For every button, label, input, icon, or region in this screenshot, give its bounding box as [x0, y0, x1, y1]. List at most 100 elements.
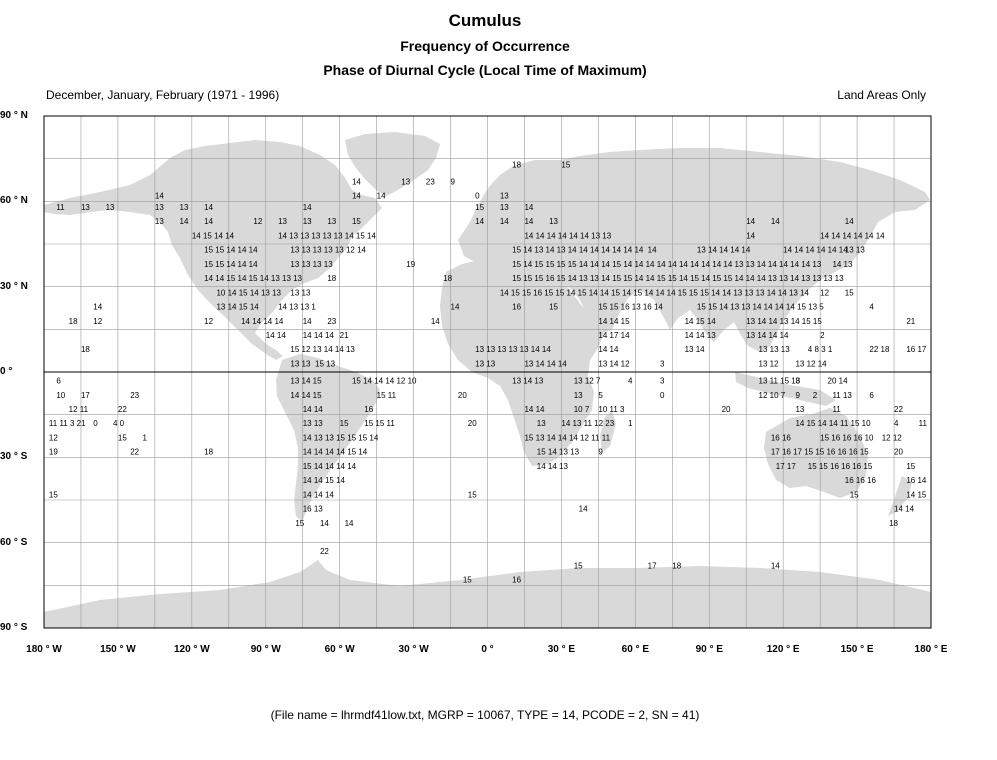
phase-value-label: 18: [69, 317, 78, 326]
phase-value-label: 14 15 14 14 11 15 10: [795, 419, 871, 428]
latitude-tick-label: 30 ° N: [0, 280, 28, 292]
phase-value-label: 14 15 15 16 15 15 14 15 14 14 15 14 15 1…: [500, 288, 810, 297]
phase-value-label: 18: [204, 448, 213, 457]
phase-value-label: 20: [722, 405, 731, 414]
phase-value-label: 15: [468, 490, 477, 499]
longitude-tick-label: 0 °: [481, 644, 494, 655]
phase-value-label: 4: [894, 419, 899, 428]
phase-value-label: 14 14 14 14 14 14: [783, 246, 848, 255]
longitude-tick-label: 30 ° W: [398, 644, 429, 655]
phase-value-label: 22: [894, 405, 903, 414]
phase-value-label: 3: [660, 377, 665, 386]
phase-value-label: 0: [660, 391, 665, 400]
phase-value-label: 12: [204, 317, 213, 326]
phase-value-label: 13 13: [290, 288, 311, 297]
phase-value-label: 9: [795, 391, 800, 400]
phase-value-label: 23: [130, 391, 139, 400]
phase-value-label: 12: [253, 217, 262, 226]
phase-value-label: 14: [524, 217, 533, 226]
phase-value-label: 12: [820, 288, 829, 297]
phase-value-label: 12: [49, 433, 58, 442]
phase-value-label: 23: [426, 177, 435, 186]
phase-value-label: 14: [451, 303, 460, 312]
phase-value-label: 13 14 14 13 14 15 15: [746, 317, 822, 326]
phase-value-label: 14: [475, 217, 484, 226]
phase-value-label: 0: [475, 192, 480, 201]
phase-value-label: 14: [746, 217, 755, 226]
phase-value-label: 13 13 13 13 13 12 14: [290, 246, 366, 255]
map-frame: [43, 115, 932, 629]
phase-value-label: 14: [431, 317, 440, 326]
phase-value-label: 15 15 16 13 16 14: [598, 303, 663, 312]
phase-value-label: 14: [303, 317, 312, 326]
phase-value-label: 18: [81, 345, 90, 354]
phase-value-label: 14: [180, 217, 189, 226]
latitude-tick-label: 30 ° S: [0, 451, 28, 463]
phase-value-label: 13: [278, 217, 287, 226]
phase-value-label: 13 13: [475, 359, 496, 368]
phase-value-label: 16 16 16: [845, 476, 877, 485]
phase-value-label: 14 14 15: [598, 317, 630, 326]
latitude-tick-label: 60 ° N: [0, 195, 28, 207]
phase-value-label: 10 11 3: [598, 405, 625, 414]
phase-value-label: 16: [512, 303, 521, 312]
phase-value-label: 13: [180, 203, 189, 212]
map-title: Cumulus: [448, 11, 522, 30]
longitude-tick-label: 120 ° E: [766, 644, 800, 655]
phase-value-label: 13 14 14 14 14: [697, 246, 751, 255]
latitude-tick-label: 90 ° N: [0, 110, 28, 121]
phase-value-label: 5: [598, 391, 603, 400]
phase-value-label: 14 14: [524, 405, 545, 414]
phase-value-label: 6: [869, 391, 874, 400]
map-subtitle-frequency: Frequency of Occurrence: [400, 38, 570, 54]
phase-value-label: 14 14 13: [537, 462, 569, 471]
region-label: Land Areas Only: [837, 88, 926, 102]
phase-value-label: 15: [352, 217, 361, 226]
phase-value-label: 4 0: [113, 419, 125, 428]
phase-value-label: 15 14 13 14 13 14 14 14 14 14 14 14: [512, 246, 644, 255]
latitude-tick-label: 60 ° S: [0, 536, 28, 548]
phase-value-label: 18: [327, 274, 336, 283]
phase-value-label: 14 14 14 14 15 14: [303, 448, 368, 457]
phase-value-label: 10 14 15 14 13 13: [216, 288, 281, 297]
phase-value-label: 15 14 15 15 15 15 14 14 14 15 14 14 14 1…: [512, 260, 822, 269]
phase-value-label: 13 13 13 13: [290, 260, 333, 269]
phase-value-label: 13: [155, 217, 164, 226]
phase-value-label: 21: [340, 331, 349, 340]
phase-value-label: 14: [648, 246, 657, 255]
phase-value-label: 14 13 13 15 15 15 14: [303, 433, 379, 442]
phase-value-label: 18: [672, 561, 681, 570]
phase-value-label: 13: [795, 405, 804, 414]
phase-value-label: 20: [894, 448, 903, 457]
longitude-tick-label: 90 ° W: [250, 644, 281, 655]
phase-value-label: 13: [155, 203, 164, 212]
phase-value-label: 12 10 7: [759, 391, 786, 400]
australia-land: [764, 408, 868, 498]
phase-value-label: 14 14 15 14: [303, 476, 346, 485]
lat-lon-gridlines: [44, 116, 931, 628]
phase-value-label: 14 14 15 14 15 14 13 13 13: [204, 274, 302, 283]
phase-value-label: 14 14 14 14: [241, 317, 284, 326]
phase-value-label: 15: [118, 433, 127, 442]
phase-value-label: 14: [524, 203, 533, 212]
phase-value-label: 17: [81, 391, 90, 400]
phase-value-label: 15: [340, 419, 349, 428]
phase-value-label: 1: [143, 433, 148, 442]
phase-value-label: 18: [512, 160, 521, 169]
season-period-label: December, January, February (1971 - 1996…: [46, 88, 280, 102]
phase-value-label: 13 13 13: [759, 345, 791, 354]
phase-value-label: 13 13 13 13 13 14 14: [475, 345, 551, 354]
phase-value-label: 15: [845, 288, 854, 297]
phase-value-label: 16 17: [906, 345, 927, 354]
phase-value-label: 4: [628, 377, 633, 386]
phase-value-label: 14 13 11 12 23: [561, 419, 614, 428]
phase-value-label: 15 14 14 14 12 10: [352, 377, 417, 386]
phase-value-label: 14 15 14 14: [192, 231, 235, 240]
phase-value-label: 13 14 14 14: [746, 331, 789, 340]
phase-value-label: 12 12: [882, 433, 903, 442]
phase-value-label: 14: [352, 177, 361, 186]
phase-value-label: 14 14 14 14 14 14 13 13: [524, 231, 611, 240]
phase-value-label: 6: [56, 377, 61, 386]
phase-value-label: 14: [303, 203, 312, 212]
